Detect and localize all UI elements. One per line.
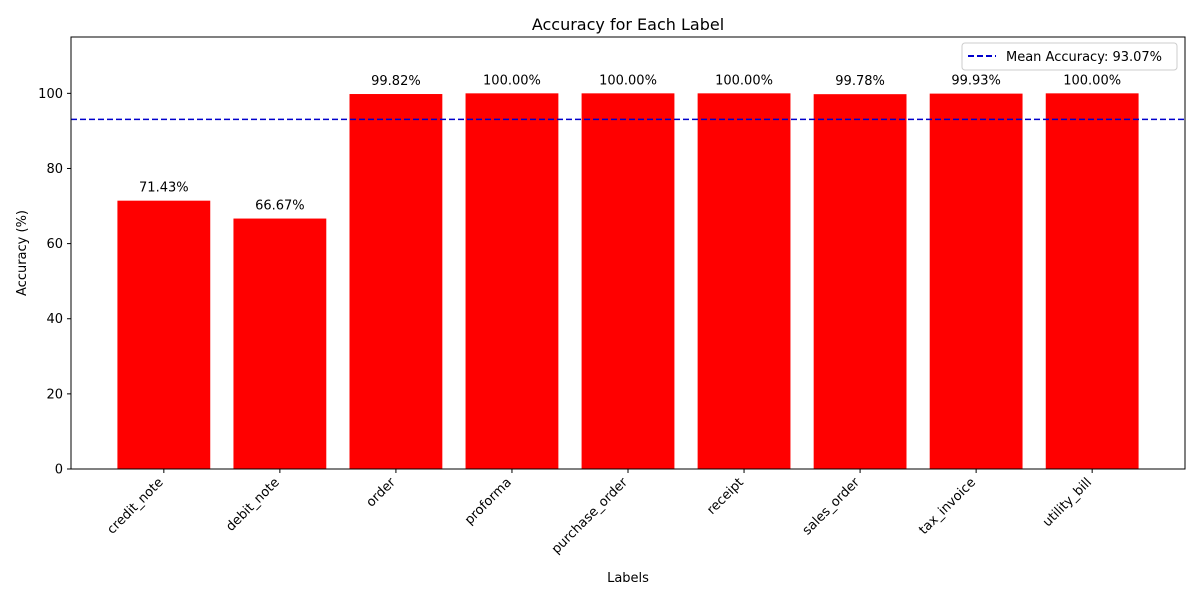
legend-mean-label: Mean Accuracy: 93.07% <box>1006 50 1162 65</box>
x-tick-label-purchase_order: purchase_order <box>549 475 631 557</box>
y-tick-label: 100 <box>38 87 63 102</box>
data-label-credit_note: 71.43% <box>139 181 189 196</box>
y-tick-label: 80 <box>46 162 63 177</box>
x-tick-label-sales_order: sales_order <box>800 475 864 539</box>
data-label-order: 99.82% <box>371 74 421 89</box>
x-tick-label-utility_bill: utility_bill <box>1040 475 1095 530</box>
bar-order <box>349 94 443 470</box>
x-tick-label-proforma: proforma <box>462 475 515 528</box>
chart-title: Accuracy for Each Label <box>532 15 724 34</box>
y-tick-label: 60 <box>46 237 63 252</box>
data-label-receipt: 100.00% <box>715 73 773 88</box>
bar-sales_order <box>813 94 907 470</box>
x-tick-label-receipt: receipt <box>704 475 747 518</box>
data-label-proforma: 100.00% <box>483 73 541 88</box>
x-tick-label-tax_invoice: tax_invoice <box>916 475 979 538</box>
y-axis-label: Accuracy (%) <box>15 210 30 296</box>
bar-tax_invoice <box>929 93 1023 469</box>
data-label-utility_bill: 100.00% <box>1063 73 1121 88</box>
y-tick-label: 40 <box>46 312 63 327</box>
x-axis-ticks: credit_note debit_note order proforma purcha… <box>104 469 1095 557</box>
legend-box <box>961 42 1178 71</box>
legend: Mean Accuracy: 93.07% <box>961 42 1178 71</box>
y-tick-label: 0 <box>55 463 63 478</box>
x-tick-label-debit_note: debit_note <box>223 475 282 534</box>
x-tick-label-order: order <box>364 475 400 511</box>
data-label-sales_order: 99.78% <box>835 74 885 89</box>
bars-group <box>117 93 1139 470</box>
bar-receipt <box>697 93 791 469</box>
bar-debit_note <box>233 218 327 469</box>
data-label-debit_note: 66.67% <box>255 199 305 214</box>
bar-purchase_order <box>581 93 675 469</box>
data-label-tax_invoice: 99.93% <box>951 74 1001 89</box>
x-tick-label-credit_note: credit_note <box>104 475 166 537</box>
bar-proforma <box>465 93 559 469</box>
y-tick-label: 20 <box>46 387 63 402</box>
bar-utility_bill <box>1045 93 1139 469</box>
y-axis-ticks: 0 20 40 60 80 100 <box>38 87 71 478</box>
data-labels-group: 71.43% 66.67% 99.82% 100.00% 100.00% 100.00% 9… <box>139 73 1121 213</box>
data-label-purchase_order: 100.00% <box>599 73 657 88</box>
bar-credit_note <box>117 200 211 470</box>
x-axis-label: Labels <box>607 571 649 586</box>
